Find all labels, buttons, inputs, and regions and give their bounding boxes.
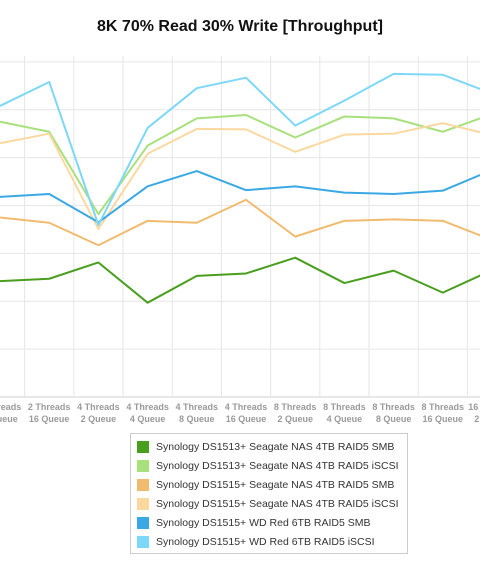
x-tick-label: 4 Queue	[130, 414, 166, 424]
line-chart: 2 Threads 8 Queue 2 Threads 16 Queue 4 Threa…	[0, 56, 480, 424]
series-line-1	[0, 256, 480, 304]
legend-label: Synology DS1513+ Seagate NAS 4TB RAID5 i…	[156, 459, 399, 472]
x-tick-label: 8 Queue	[376, 414, 412, 424]
series-line-3	[0, 198, 480, 247]
gridlines	[0, 56, 480, 398]
x-tick-label: 4 Threads	[126, 402, 169, 412]
legend-swatch	[137, 440, 149, 453]
legend-label: Synology DS1515+ WD Red 6TB RAID5 SMB	[156, 516, 371, 529]
legend-swatch	[137, 535, 149, 548]
legend-item[interactable]: Synology DS1515+ Seagate NAS 4TB RAID5 i…	[131, 494, 407, 513]
legend-label: Synology DS1515+ Seagate NAS 4TB RAID5 S…	[156, 478, 395, 491]
series-lines	[0, 72, 480, 304]
x-tick-label: 2 Queue	[81, 414, 117, 424]
x-tick-label: 8 Threads	[274, 402, 317, 412]
series-line-5	[0, 170, 480, 224]
x-tick-label: 4 Queue	[327, 414, 363, 424]
legend: Synology DS1513+ Seagate NAS 4TB RAID5 S…	[130, 433, 408, 554]
x-tick-label: 2 Queue	[474, 414, 480, 424]
x-tick-label: 16 Queue	[226, 414, 267, 424]
series-line-6	[0, 72, 480, 227]
x-tick-labels: 2 Threads 8 Queue 2 Threads 16 Queue 4 Threa…	[0, 402, 480, 424]
x-tick-label: 2 Threads	[28, 402, 71, 412]
legend-item[interactable]: Synology DS1513+ Seagate NAS 4TB RAID5 S…	[131, 437, 407, 456]
legend-item[interactable]: Synology DS1515+ WD Red 6TB RAID5 iSCSI	[131, 532, 407, 551]
chart-title: 8K 70% Read 30% Write [Throughput]	[97, 18, 383, 35]
legend-item[interactable]: Synology DS1513+ Seagate NAS 4TB RAID5 i…	[131, 456, 407, 475]
legend-label: Synology DS1513+ Seagate NAS 4TB RAID5 S…	[156, 440, 395, 453]
x-tick-label: 8 Threads	[372, 402, 415, 412]
x-tick-label: 2 Queue	[277, 414, 313, 424]
x-tick-label: 8 Threads	[422, 402, 465, 412]
legend-swatch	[137, 459, 149, 472]
x-tick-label: 4 Threads	[176, 402, 219, 412]
x-tick-label: 4 Threads	[77, 402, 120, 412]
series-line-4	[0, 122, 480, 230]
series-line-2	[0, 114, 480, 216]
x-tick-label: 2 Threads	[0, 402, 21, 412]
x-tick-label: 8 Threads	[323, 402, 366, 412]
x-tick-label: 8 Queue	[0, 414, 18, 424]
x-tick-label: 4 Threads	[225, 402, 268, 412]
x-tick-label: 16 Queue	[29, 414, 70, 424]
legend-swatch	[137, 497, 149, 510]
legend-item[interactable]: Synology DS1515+ WD Red 6TB RAID5 SMB	[131, 513, 407, 532]
legend-item[interactable]: Synology DS1515+ Seagate NAS 4TB RAID5 S…	[131, 475, 407, 494]
legend-swatch	[137, 516, 149, 529]
x-tick-label: 8 Queue	[179, 414, 215, 424]
legend-label: Synology DS1515+ WD Red 6TB RAID5 iSCSI	[156, 535, 375, 548]
x-tick-label: 16 Threads	[468, 402, 480, 412]
legend-label: Synology DS1515+ Seagate NAS 4TB RAID5 i…	[156, 497, 399, 510]
x-tick-label: 16 Queue	[423, 414, 464, 424]
legend-swatch	[137, 478, 149, 491]
